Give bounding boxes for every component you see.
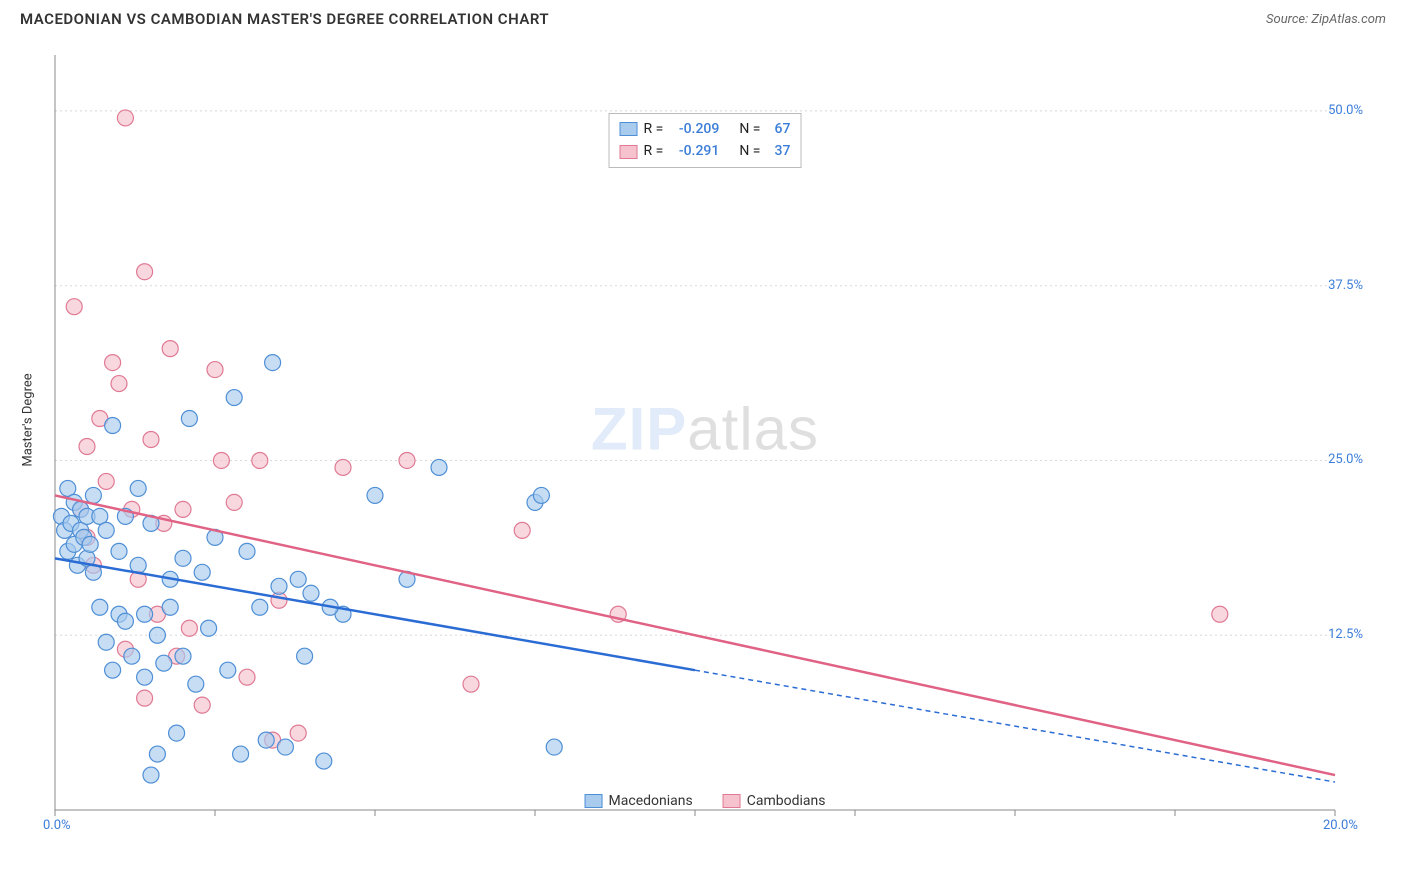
- tick-label: 0.0%: [43, 818, 71, 833]
- swatch-series2: [620, 145, 638, 159]
- chart-area: ZIPatlas R = -0.209 N = 67 R = -0.291 N …: [45, 55, 1365, 835]
- tick-label: 37.5%: [1303, 278, 1363, 293]
- r-value-1: -0.209: [669, 118, 719, 140]
- n-value-2: 37: [766, 140, 790, 162]
- r-value-2: -0.291: [669, 140, 719, 162]
- bottom-legend: Macedonians Cambodians: [585, 793, 826, 809]
- tick-label: 12.5%: [1303, 627, 1363, 642]
- tick-label: 25.0%: [1303, 452, 1363, 467]
- legend-item-2: Cambodians: [723, 793, 826, 809]
- chart-source: Source: ZipAtlas.com: [1266, 12, 1386, 27]
- stat-legend-box: R = -0.209 N = 67 R = -0.291 N = 37: [609, 113, 802, 168]
- n-value-1: 67: [766, 118, 790, 140]
- stat-row-2: R = -0.291 N = 37: [620, 140, 791, 162]
- tick-label: 50.0%: [1303, 103, 1363, 118]
- stat-row-1: R = -0.209 N = 67: [620, 118, 791, 140]
- swatch-series1-bottom: [585, 794, 603, 808]
- legend-item-1: Macedonians: [585, 793, 693, 809]
- legend-label-2: Cambodians: [747, 793, 826, 809]
- y-axis-title: Master's Degree: [21, 373, 36, 466]
- legend-label-1: Macedonians: [609, 793, 693, 809]
- tick-label: 20.0%: [1323, 818, 1358, 833]
- r-label-2: R =: [644, 140, 664, 162]
- r-label-1: R =: [644, 118, 664, 140]
- swatch-series1: [620, 122, 638, 136]
- n-label-1: N =: [739, 118, 760, 140]
- chart-title: MACEDONIAN VS CAMBODIAN MASTER'S DEGREE …: [20, 10, 549, 28]
- scatter-plot-svg: [45, 55, 1365, 835]
- swatch-series2-bottom: [723, 794, 741, 808]
- n-label-2: N =: [739, 140, 760, 162]
